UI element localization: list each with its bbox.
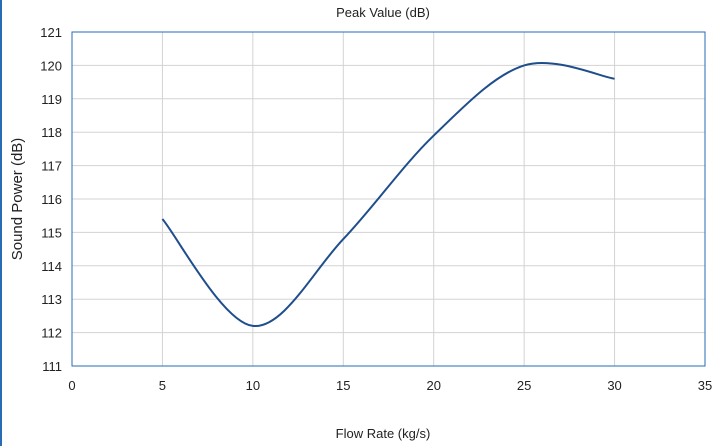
x-axis-title: Flow Rate (kg/s)	[336, 426, 431, 441]
y-tick-label: 120	[40, 58, 62, 73]
x-tick-label: 10	[246, 378, 260, 393]
x-tick-label: 0	[68, 378, 75, 393]
x-tick-label: 20	[426, 378, 440, 393]
y-tick-label: 119	[41, 92, 62, 107]
y-tick-label: 111	[42, 359, 62, 374]
y-tick-label: 112	[41, 326, 62, 341]
y-tick-label: 115	[41, 225, 62, 240]
series-line	[162, 63, 614, 326]
y-tick-label: 118	[41, 125, 62, 140]
x-tick-label: 35	[698, 378, 712, 393]
y-tick-label: 114	[41, 259, 62, 274]
x-tick-label: 15	[336, 378, 350, 393]
y-tick-label: 116	[41, 192, 62, 207]
y-tick-labels: 111 112 113 114 115 116 117 118 119 120 121	[40, 25, 62, 374]
y-tick-label: 113	[41, 292, 62, 307]
y-tick-label: 117	[41, 159, 62, 174]
x-tick-label: 30	[607, 378, 621, 393]
chart-title: Peak Value (dB)	[336, 5, 430, 20]
x-tick-labels: 0 5 10 15 20 25 30 35	[68, 378, 712, 393]
y-axis-title: Sound Power (dB)	[9, 138, 26, 261]
x-tick-label: 25	[517, 378, 531, 393]
x-tick-label: 5	[159, 378, 166, 393]
grid-lines	[72, 32, 705, 366]
y-tick-label: 121	[40, 25, 62, 40]
